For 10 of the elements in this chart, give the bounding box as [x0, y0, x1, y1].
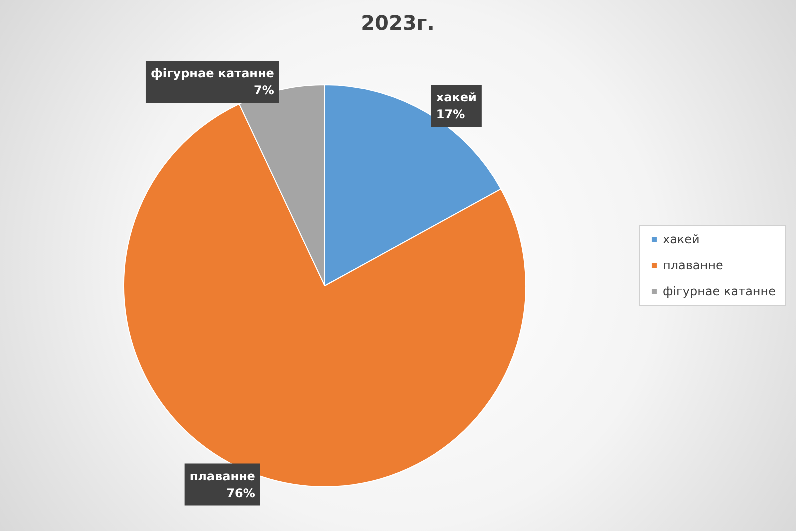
legend-label: фігурнае катанне: [662, 284, 776, 298]
legend-label: плаванне: [662, 258, 724, 272]
data-label: 76%: [226, 486, 256, 500]
legend-label: хакей: [662, 232, 700, 246]
data-label: 17%: [436, 108, 466, 122]
slice-label: фігурнае катанне: [150, 66, 274, 81]
slice-label: плаванне: [190, 469, 256, 484]
data-label: 7%: [254, 84, 274, 98]
slice-label: хакей: [436, 90, 477, 105]
chart-title: 2023г.: [361, 11, 435, 35]
